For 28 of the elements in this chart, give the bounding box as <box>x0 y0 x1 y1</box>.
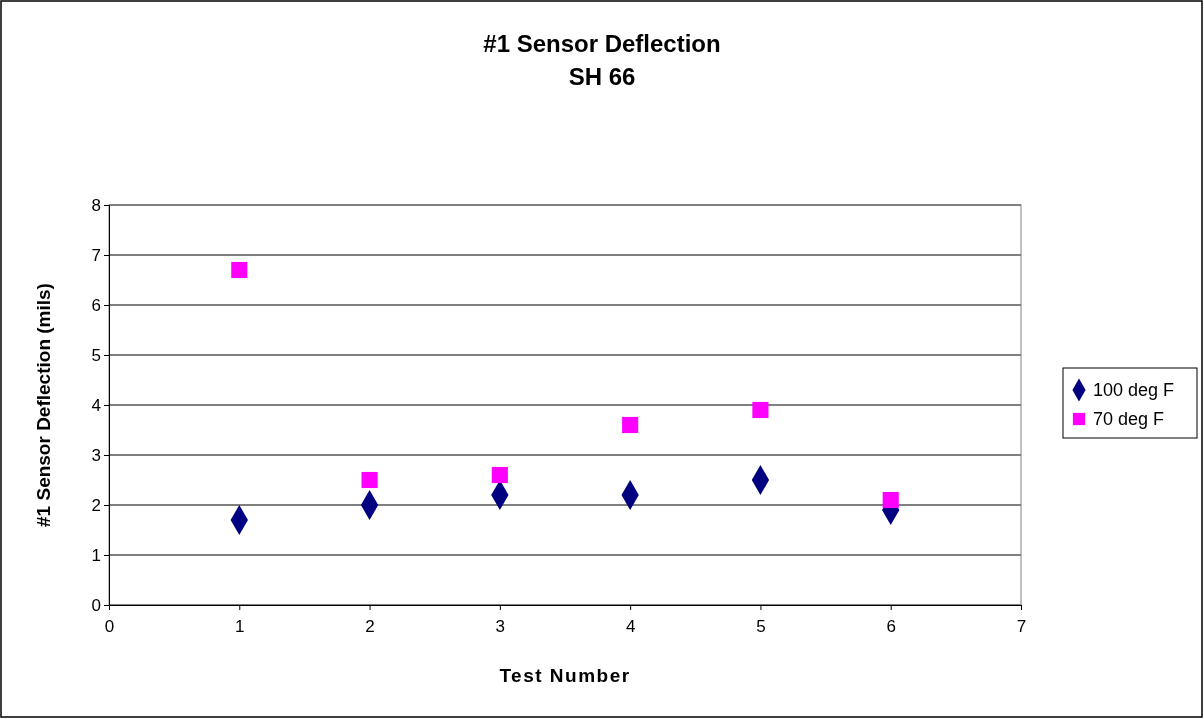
y-tick-label: 6 <box>91 295 101 315</box>
point <box>752 401 769 419</box>
x-axis-title: Test Number <box>499 665 631 686</box>
y-axis-title: #1 Sensor Deflection (mils) <box>33 283 54 527</box>
y-tick-label: 1 <box>91 545 101 565</box>
point <box>622 416 639 434</box>
legend-label: 100 deg F <box>1093 380 1175 400</box>
point <box>361 471 378 489</box>
x-tick-label: 6 <box>886 616 896 636</box>
y-tick-label: 5 <box>91 345 101 365</box>
y-tick-label: 3 <box>91 445 101 465</box>
y-tick-label: 2 <box>91 495 101 515</box>
x-tick-label: 3 <box>495 616 506 636</box>
legend-label: 70 deg F <box>1093 409 1165 429</box>
x-tick-label: 7 <box>1016 616 1027 636</box>
point <box>231 261 248 279</box>
x-tick-label: 5 <box>756 616 766 636</box>
y-tick-label: 0 <box>91 595 101 615</box>
y-tick-label: 7 <box>91 245 101 265</box>
point <box>491 466 508 484</box>
x-tick-label: 4 <box>625 616 636 636</box>
x-tick-label: 1 <box>235 616 245 636</box>
point <box>882 491 899 509</box>
y-tick-label: 4 <box>91 395 101 415</box>
x-tick-label: 0 <box>104 616 115 636</box>
y-tick-label: 8 <box>91 195 101 215</box>
chart-title: #1 Sensor Deflection SH 66 <box>483 30 721 90</box>
x-tick-label: 2 <box>365 616 375 636</box>
